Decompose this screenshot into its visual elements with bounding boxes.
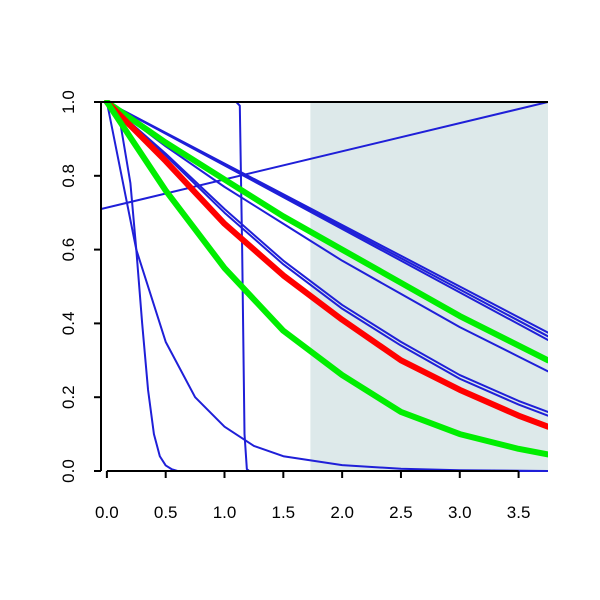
x-tick-label: 3.5 [507,503,531,522]
series-line-2 [105,101,548,472]
series-line-12 [103,100,548,430]
series-line-10 [105,101,548,417]
x-tick-label: 0.0 [95,503,119,522]
x-tick-label: 3.0 [448,503,472,522]
series-line-7 [105,101,548,341]
x-tick-label: 1.5 [272,503,296,522]
series-line-4 [101,101,548,211]
x-tick-label: 2.0 [330,503,354,522]
y-tick-label: 0.6 [59,238,78,262]
series-line-8 [105,101,548,373]
y-tick-label: 1.0 [59,90,78,114]
series-group [101,100,548,472]
y-tick-label: 0.0 [59,459,78,483]
x-tick-label: 0.5 [154,503,178,522]
series-line-13 [103,100,548,458]
x-tick-label: 1.0 [213,503,237,522]
series-layer [101,100,548,472]
y-tick-label: 0.2 [59,385,78,409]
y-tick-label: 0.8 [59,164,78,188]
y-tick-label: 0.4 [59,312,78,336]
series-line-3 [105,101,548,472]
series-line-11 [103,100,548,364]
x-tick-label: 2.5 [389,503,413,522]
series-line-9 [105,101,548,413]
axes: 0.0 0.5 1.0 1.5 2.0 2.5 3.0 3.5 0.0 0.2 0.4 0.6 0.8 1… [59,90,548,522]
